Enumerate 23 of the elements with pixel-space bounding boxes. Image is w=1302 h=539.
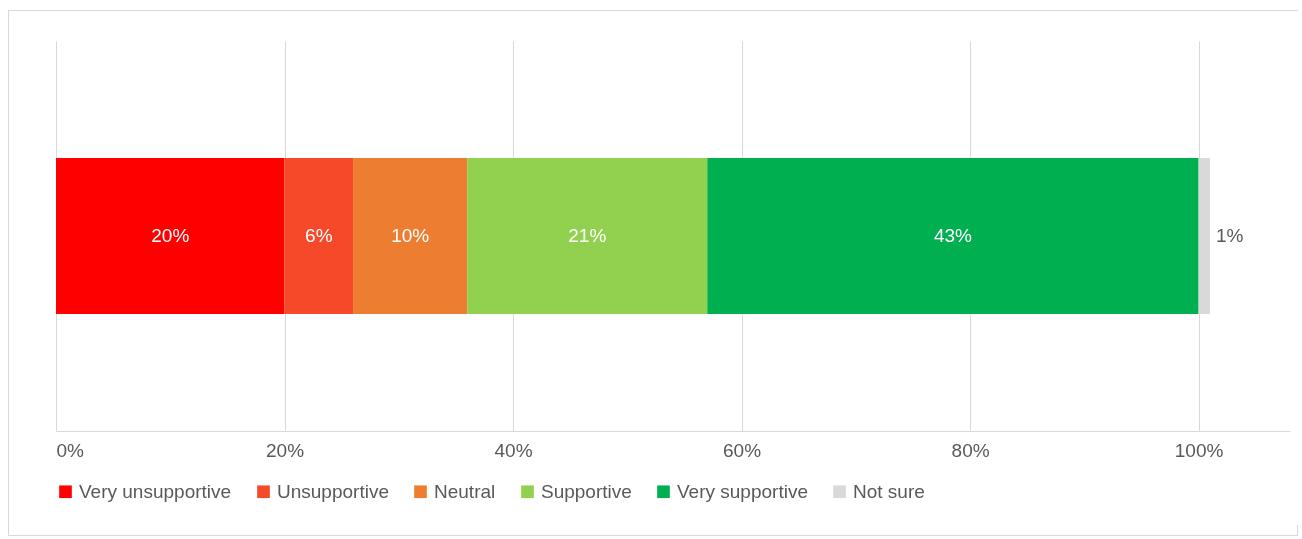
legend-label: Very supportive (677, 480, 808, 502)
x-tick-label: 100% (1174, 439, 1224, 461)
x-tick-label: 80% (951, 439, 990, 461)
bar (467, 158, 708, 314)
x-tick-label: 0% (56, 439, 85, 461)
bar (707, 158, 1199, 314)
data-label: 43% (933, 225, 973, 246)
legend-label: Not sure (853, 480, 925, 502)
legend-label: Supportive (541, 480, 632, 502)
legend-label: Very unsupportive (79, 480, 232, 502)
data-label: 6% (305, 225, 333, 246)
data-label: 1% (1216, 225, 1244, 246)
data-label: 21% (568, 225, 607, 246)
x-tick-label: 20% (266, 439, 305, 461)
legend-label: Unsupportive (277, 480, 389, 502)
data-label: 10% (391, 225, 430, 246)
bar (56, 158, 285, 314)
data-label: 20% (151, 225, 190, 246)
bar (284, 158, 354, 314)
x-tick-label: 60% (723, 439, 762, 461)
legend-label: Neutral (434, 480, 496, 502)
x-tick-label: 40% (494, 439, 533, 461)
bar (353, 158, 468, 314)
